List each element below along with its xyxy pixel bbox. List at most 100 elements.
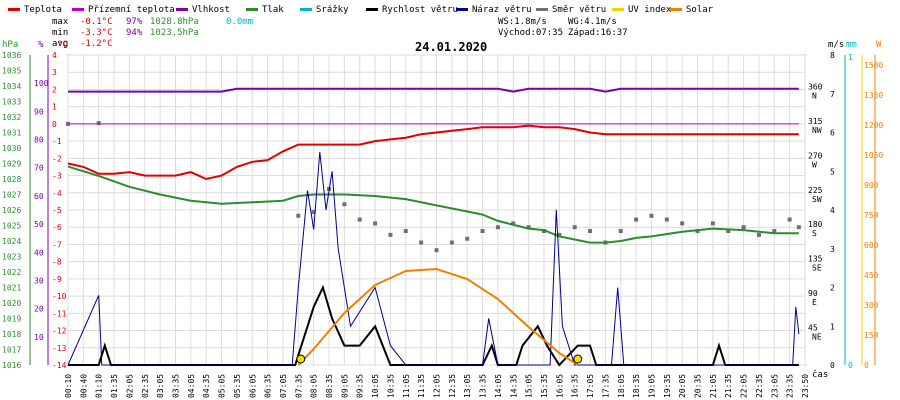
direction-tick-label: NW: [812, 126, 822, 135]
pressure-tick-label: 1036: [2, 51, 21, 60]
pressure-tick-label: 1027: [2, 191, 21, 200]
stats-block: max -0.1°C 97% 1028.8hPa 0.0mm min -3.3°…: [52, 17, 253, 49]
stat-max-rain: 0.0mm: [226, 17, 253, 27]
stat-max-label: max: [52, 17, 69, 27]
x-tick-label: 21:35: [724, 374, 733, 398]
x-tick-label: 00:10: [64, 374, 73, 398]
x-tick-label: 07:05: [279, 374, 288, 398]
wind-tick-label: 8: [830, 51, 835, 60]
solar-tick-label: 1050: [864, 151, 883, 160]
x-tick-label: 13:05: [463, 374, 472, 398]
stat-min-label: min: [52, 28, 68, 38]
pressure-tick-label: 1031: [2, 129, 21, 138]
direction-point: [772, 229, 777, 234]
x-tick-label: 16:35: [571, 374, 580, 398]
humidity-tick-label: 60: [34, 192, 44, 201]
solar-tick-label: 750: [864, 211, 879, 220]
humidity-tick-label: 10: [34, 333, 44, 342]
pressure-tick-label: 1026: [2, 206, 21, 215]
x-tick-label: 04:35: [202, 374, 211, 398]
humidity-tick-label: 100: [34, 79, 49, 88]
direction-tick-label: N: [812, 91, 817, 100]
plot-area: [66, 87, 801, 367]
axes: 00:10 00:40 01:10 01:35 02:05 02:35 03:05 03:35…: [2, 51, 883, 398]
legend-label: Solar: [686, 5, 714, 15]
direction-tick-label: SE: [812, 264, 822, 273]
direction-point: [419, 240, 424, 245]
direction-tick-label: 135: [808, 255, 823, 264]
legend-label: Rychlost větru: [382, 5, 458, 15]
x-tick-label: 19:35: [663, 374, 672, 398]
legend-swatch: [612, 8, 624, 11]
pressure-tick-label: 1030: [2, 144, 21, 153]
x-tick-label: 22:05: [740, 374, 749, 398]
pressure-tick-label: 1029: [2, 160, 21, 169]
direction-point: [465, 236, 470, 241]
x-tick-label: 17:35: [601, 374, 610, 398]
direction-tick-label: 45: [808, 324, 818, 333]
x-tick-label: 00:40: [79, 374, 88, 398]
x-tick-label: 12:35: [448, 374, 457, 398]
stat-max-hum: 97%: [126, 17, 143, 27]
pressure-tick-label: 1018: [2, 330, 21, 339]
direction-point: [403, 229, 408, 234]
direction-point: [649, 213, 654, 218]
rain-unit-label: mm: [846, 40, 857, 50]
legend-swatch: [366, 8, 378, 11]
x-tick-label: 03:35: [171, 374, 180, 398]
solar-tick-label: 1350: [864, 91, 883, 100]
direction-tick-label: S: [812, 229, 817, 238]
temp-tick-label: -4: [52, 189, 62, 198]
wind-tick-label: 2: [830, 284, 835, 293]
humidity-tick-label: 40: [34, 248, 44, 257]
direction-point: [96, 121, 101, 126]
series-line: [297, 267, 579, 366]
x-tick-label: 11:35: [417, 374, 426, 398]
x-tick-label: 14:35: [509, 374, 518, 398]
direction-point: [311, 209, 316, 214]
stat-min-temp: -3.3°C: [80, 28, 113, 38]
temp-tick-label: 3: [52, 68, 57, 77]
direction-point: [787, 217, 792, 222]
wind-tick-label: 7: [830, 90, 835, 99]
legend-swatch: [72, 8, 84, 11]
solar-tick-label: 450: [864, 271, 879, 280]
solar-tick-label: 300: [864, 301, 879, 310]
temp-tick-label: -2: [52, 154, 62, 163]
x-tick-label: 23:05: [770, 374, 779, 398]
wind-gust-stat: WG:4.1m/s: [568, 17, 617, 27]
time-axis-label: čas: [812, 369, 828, 380]
direction-tick-label: 270: [808, 151, 823, 160]
legend-label: Srážky: [316, 5, 349, 15]
direction-point: [480, 229, 485, 234]
temp-tick-label: -6: [52, 223, 62, 232]
stat-max-temp: -0.1°C: [80, 17, 113, 27]
x-tick-label: 05:35: [233, 374, 242, 398]
wind-tick-label: 0: [830, 361, 835, 370]
legend: Teplota Přízemní teplota Vlhkost Tlak Srážky…: [8, 5, 714, 15]
pressure-tick-label: 1016: [2, 361, 21, 370]
x-tick-label: 13:35: [479, 374, 488, 398]
direction-point: [756, 232, 761, 237]
series-line: [67, 165, 799, 244]
direction-point: [557, 232, 562, 237]
x-tick-label: 19:05: [647, 374, 656, 398]
legend-label: Teplota: [24, 5, 62, 15]
legend-swatch: [536, 8, 548, 11]
pressure-tick-label: 1020: [2, 299, 21, 308]
x-tick-label: 16:05: [555, 374, 564, 398]
x-tick-label: 06:35: [264, 374, 273, 398]
pressure-tick-label: 1022: [2, 268, 21, 277]
x-tick-label: 17:05: [586, 374, 595, 398]
solar-tick-label: 150: [864, 331, 879, 340]
pressure-tick-label: 1017: [2, 346, 21, 355]
temp-tick-label: -8: [52, 258, 62, 267]
legend-label: UV index: [628, 5, 672, 15]
pressure-tick-label: 1035: [2, 67, 21, 76]
legend-label: Vlhkost: [192, 5, 230, 15]
direction-point: [741, 225, 746, 230]
stat-max-press: 1028.8hPa: [150, 17, 199, 27]
direction-tick-label: 225: [808, 186, 823, 195]
x-tick-label: 05:05: [218, 374, 227, 398]
